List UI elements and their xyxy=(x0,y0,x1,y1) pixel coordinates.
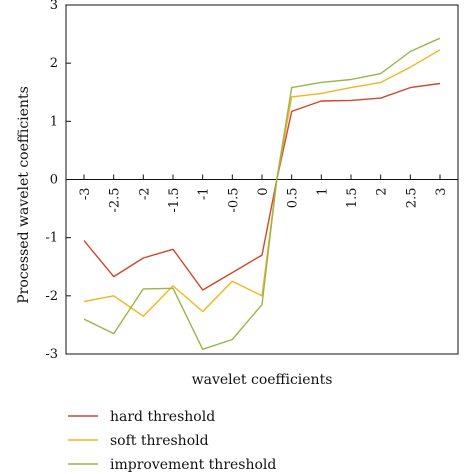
y-tick-label: -3 xyxy=(45,347,58,362)
x-tick-label: -2.5 xyxy=(108,188,123,213)
series-line-1 xyxy=(83,49,441,317)
y-tick-label: 2 xyxy=(50,56,58,71)
x-axis-ticks: -3 -2.5 -2 -1.5 -1 -0.5 0 0.5 1 1.5 2 2.5 3 xyxy=(78,174,449,213)
y-tick-label: -2 xyxy=(45,289,58,304)
y-tick-label: 3 xyxy=(50,0,58,13)
x-tick-label: -1.5 xyxy=(167,188,182,213)
series-lines xyxy=(83,37,441,350)
x-tick-label: 2 xyxy=(375,188,390,196)
x-axis-label: wavelet coefficients xyxy=(192,372,333,388)
y-axis-label: Processed wavelet coefficients xyxy=(16,86,32,304)
y-tick-label: -1 xyxy=(45,231,58,246)
series-line-2 xyxy=(83,37,441,350)
x-tick-label: 1.5 xyxy=(345,188,360,209)
series-line-0 xyxy=(83,82,441,291)
x-tick-label: 1 xyxy=(315,188,330,196)
legend-label: soft threshold xyxy=(110,433,209,449)
legend-label: improvement threshold xyxy=(110,457,276,473)
legend: hard threshold soft threshold improvement … xyxy=(68,409,276,473)
x-tick-label: 0.5 xyxy=(286,188,301,209)
x-tick-label: 0 xyxy=(256,188,271,196)
x-tick-label: 2.5 xyxy=(404,188,419,209)
x-tick-label: 3 xyxy=(434,188,449,196)
y-axis-ticks: 3 2 1 0 -1 -2 -3 xyxy=(45,0,71,362)
x-tick-label: -2 xyxy=(137,188,152,201)
y-tick-label: 0 xyxy=(50,173,58,188)
y-tick-label: 1 xyxy=(50,114,58,129)
x-tick-label: -3 xyxy=(78,188,93,201)
x-tick-label: -0.5 xyxy=(226,188,241,213)
x-tick-label: -1 xyxy=(197,188,212,201)
legend-label: hard threshold xyxy=(110,409,215,425)
